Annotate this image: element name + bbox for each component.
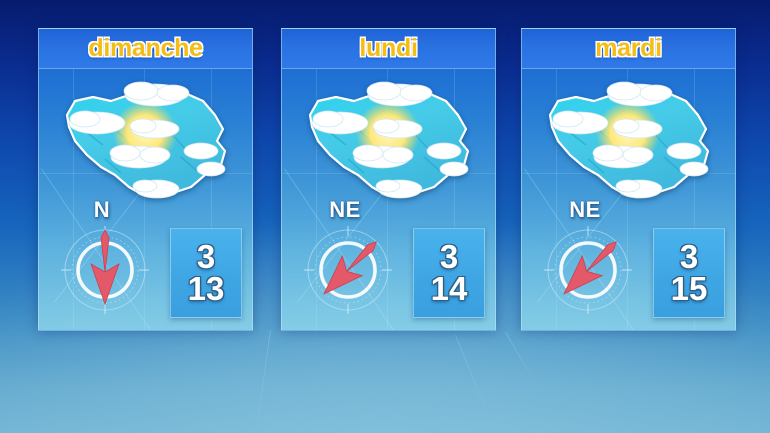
temp-min: 3 (439, 238, 459, 276)
grid-line (694, 69, 695, 330)
wind-direction-label: NE (569, 197, 601, 222)
belgium-map (45, 71, 250, 201)
belgium-map (528, 71, 733, 201)
grid-line (387, 69, 388, 330)
grid-line (454, 69, 455, 330)
panel-header: mardi (522, 29, 735, 69)
grid-line (556, 69, 557, 330)
temp-max: 14 (430, 270, 468, 307)
panel-body: N (39, 69, 252, 330)
panel-header: lundi (282, 29, 495, 69)
wind-arrow (323, 241, 377, 295)
temp-max: 13 (187, 270, 225, 307)
grid-line (316, 69, 317, 330)
wind-direction-label: N (93, 197, 111, 222)
panel-header: dimanche (39, 29, 252, 69)
compass-rose (542, 224, 634, 316)
temp-min: 3 (679, 238, 699, 276)
compass-rose (59, 224, 151, 316)
grid-line (73, 69, 74, 330)
belgium-map (288, 71, 493, 201)
temp-max: 15 (670, 270, 708, 307)
wind-arrow (90, 229, 120, 306)
background-streak (505, 331, 541, 393)
grid-line (144, 69, 145, 330)
forecast-panel-dimanche[interactable]: dimanche (38, 28, 253, 331)
temperature-box: 3 13 (170, 228, 242, 318)
compass-rose (302, 224, 394, 316)
grid-line (627, 69, 628, 330)
day-title: mardi (595, 34, 662, 62)
wind-direction-label: NE (329, 197, 361, 222)
day-title: lundi (359, 34, 418, 62)
temp-min: 3 (196, 238, 216, 276)
background-streak (253, 329, 271, 433)
background-streak (455, 334, 490, 419)
day-title: dimanche (88, 34, 203, 62)
panel-body: NE (522, 69, 735, 330)
panel-body: NE (282, 69, 495, 330)
grid-line (211, 69, 212, 330)
temperature-box: 3 14 (413, 228, 485, 318)
wind-arrow (563, 241, 617, 295)
forecast-panel-lundi[interactable]: lundi (281, 28, 496, 331)
forecast-panel-mardi[interactable]: mardi (521, 28, 736, 331)
temperature-box: 3 15 (653, 228, 725, 318)
